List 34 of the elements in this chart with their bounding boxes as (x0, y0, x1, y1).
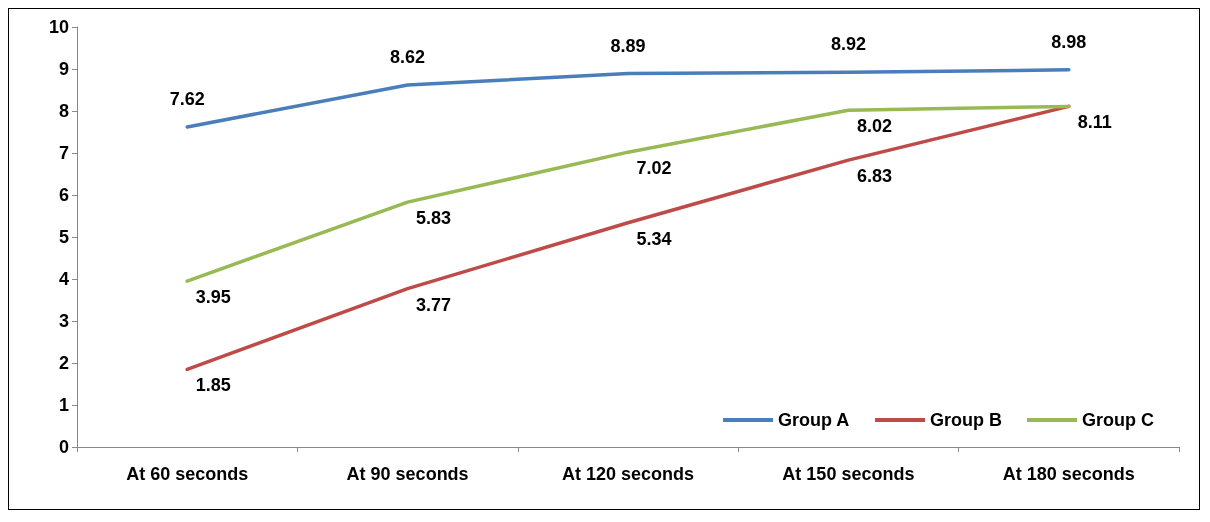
data-label: 8.62 (390, 46, 426, 67)
data-label: 3.77 (416, 294, 452, 315)
y-tick-label: 7 (58, 143, 69, 163)
y-tick-label: 2 (58, 353, 69, 373)
data-label: 7.62 (169, 88, 205, 109)
y-tick-label: 5 (58, 227, 69, 247)
data-label: 8.11 (1077, 112, 1112, 133)
y-tick-label: 10 (48, 17, 69, 37)
data-label: 8.02 (856, 116, 892, 137)
data-label: 1.85 (195, 375, 231, 396)
data-label: 8.89 (610, 35, 646, 56)
x-tick-label: At 60 seconds (126, 464, 249, 484)
legend-label: Group A (778, 410, 850, 430)
y-tick-label: 6 (58, 185, 69, 205)
data-label: 8.98 (1051, 31, 1087, 52)
y-tick-label: 9 (58, 59, 69, 79)
y-tick-label: 3 (58, 311, 69, 331)
y-tick-label: 4 (58, 269, 69, 289)
x-tick-label: At 150 seconds (782, 464, 915, 484)
line-series (185, 104, 1071, 283)
x-tick-label: At 180 seconds (1002, 464, 1135, 484)
y-tick-label: 1 (58, 395, 69, 415)
y-tick-label: 8 (58, 101, 69, 121)
legend-label: Group B (930, 410, 1003, 430)
data-label: 5.34 (636, 228, 672, 249)
data-label: 5.83 (416, 208, 452, 229)
data-label: 6.83 (856, 166, 892, 187)
data-label: 3.95 (195, 287, 231, 308)
legend-label: Group C (1082, 410, 1155, 430)
x-tick-label: At 120 seconds (561, 464, 695, 484)
data-label: 8.92 (830, 34, 866, 55)
y-tick-label: 0 (58, 437, 69, 457)
data-label: 7.02 (636, 158, 672, 179)
x-tick-label: At 90 seconds (346, 464, 469, 484)
